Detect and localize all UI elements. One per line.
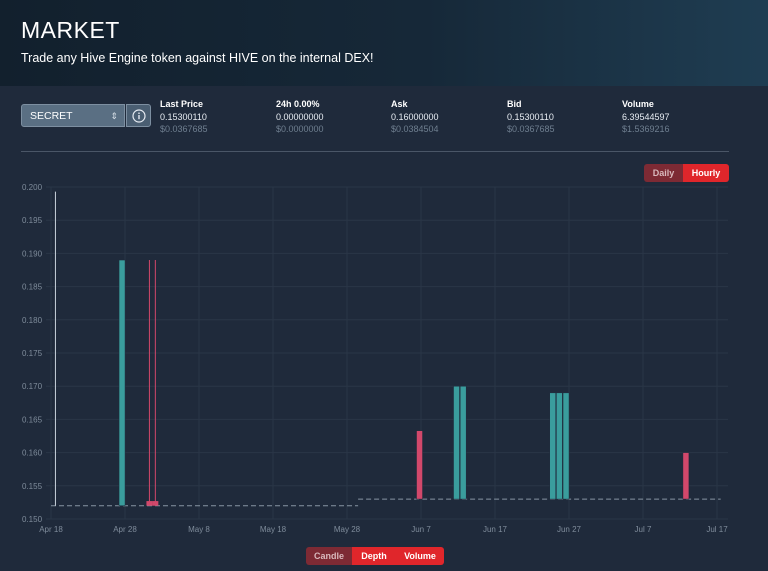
candle-body: [682, 452, 690, 500]
daily-button[interactable]: Daily: [644, 164, 683, 182]
hourly-button[interactable]: Hourly: [683, 164, 729, 182]
candle-body: [549, 392, 556, 500]
y-tick-label: 0.165: [22, 415, 43, 424]
stat-value: 6.39544597: [622, 112, 670, 122]
token-info-button[interactable]: [126, 104, 151, 127]
y-tick-label: 0.155: [22, 482, 43, 491]
page-subtitle: Trade any Hive Engine token against HIVE…: [21, 51, 374, 65]
chart-view-toggle: Candle Depth Volume: [306, 547, 444, 565]
stat-value: 0.00000000: [276, 112, 324, 122]
y-tick-label: 0.190: [22, 249, 43, 258]
candle-body: [118, 259, 126, 506]
candle-body: [416, 430, 423, 500]
x-tick-label: Apr 18: [39, 525, 63, 534]
y-tick-label: 0.195: [22, 216, 43, 225]
stat-bid: Bid 0.15300110 $0.0367685: [507, 99, 555, 136]
stat-usd: $0.0367685: [507, 124, 555, 134]
stat-24h-change: 24h 0.00% 0.00000000 $0.0000000: [276, 99, 324, 136]
price-chart: 0.200 0.195 0.190 0.185 0.180 0.175 0.170 0.165…: [0, 178, 768, 542]
chevron-up-down-icon: ⇕: [110, 111, 118, 121]
candle-body: [562, 392, 570, 500]
stat-last-price: Last Price 0.15300110 $0.0367685: [160, 99, 208, 136]
stat-ask: Ask 0.16000000 $0.0384504: [391, 99, 439, 136]
stat-volume: Volume 6.39544597 $1.5369216: [622, 99, 670, 136]
stat-value: 0.16000000: [391, 112, 439, 122]
x-tick-label: May 18: [260, 525, 287, 534]
x-tick-label: May 28: [334, 525, 361, 534]
stat-usd: $0.0367685: [160, 124, 208, 134]
x-tick-label: Jun 7: [411, 525, 431, 534]
stat-label: 24h 0.00%: [276, 99, 320, 109]
page-header: MARKET Trade any Hive Engine token again…: [0, 0, 768, 86]
y-tick-label: 0.175: [22, 349, 43, 358]
candle-button[interactable]: Candle: [306, 547, 352, 565]
y-tick-label: 0.160: [22, 449, 43, 458]
token-select[interactable]: SECRET ⇕: [21, 104, 125, 127]
stat-usd: $0.0000000: [276, 124, 324, 134]
candle-body: [556, 392, 563, 500]
candle-body: [146, 501, 153, 506]
stat-label: Bid: [507, 99, 522, 109]
stat-value: 0.15300110: [160, 112, 207, 122]
y-tick-label: 0.170: [22, 382, 43, 391]
page-title: MARKET: [21, 17, 120, 43]
stat-label: Ask: [391, 99, 408, 109]
x-tick-label: Jul 17: [706, 525, 728, 534]
candle-body: [152, 501, 159, 506]
y-tick-label: 0.185: [22, 283, 43, 292]
y-tick-label: 0.180: [22, 316, 43, 325]
divider: [21, 151, 729, 152]
stat-label: Last Price: [160, 99, 204, 109]
interval-toggle: Daily Hourly: [644, 164, 729, 182]
stat-usd: $1.5369216: [622, 124, 670, 134]
y-tick-label: 0.200: [22, 183, 43, 192]
y-tick-label: 0.150: [22, 515, 43, 524]
info-icon: [132, 109, 146, 123]
depth-button[interactable]: Depth: [352, 547, 396, 565]
candlestick-chart: 0.200 0.195 0.190 0.185 0.180 0.175 0.170 0.165…: [22, 183, 728, 534]
x-tick-label: Jul 7: [635, 525, 652, 534]
candle-body: [453, 385, 460, 500]
stat-usd: $0.0384504: [391, 124, 439, 134]
stat-label: Volume: [622, 99, 654, 109]
x-tick-label: Jun 17: [483, 525, 508, 534]
stat-value: 0.15300110: [507, 112, 554, 122]
candle-body: [459, 385, 467, 500]
x-tick-label: Jun 27: [557, 525, 582, 534]
x-tick-label: May 8: [188, 525, 210, 534]
token-select-value: SECRET: [30, 110, 73, 122]
x-tick-label: Apr 28: [113, 525, 137, 534]
volume-button[interactable]: Volume: [396, 547, 444, 565]
